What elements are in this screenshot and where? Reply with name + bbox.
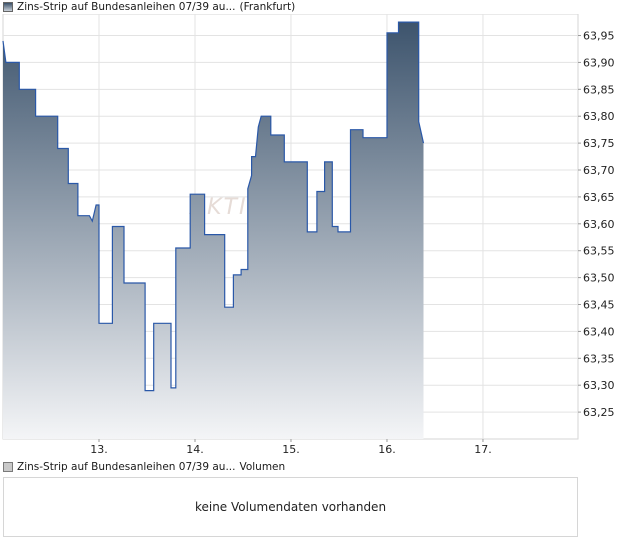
volume-legend-label: Volumen [239,461,286,473]
volume-empty-message: keine Volumendaten vorhanden [194,500,387,514]
y-tick-label: 63,60 [583,218,615,231]
y-tick-label: 63,55 [583,245,615,258]
volume-legend-instrument: Zins-Strip auf Bundesanleihen 07/39 au..… [17,461,236,473]
y-tick-label: 63,65 [583,191,615,204]
price-legend-exchange: (Frankfurt) [239,1,296,13]
y-tick-label: 63,40 [583,325,615,338]
y-tick-label: 63,50 [583,272,615,285]
y-tick-label: 63,45 [583,299,615,312]
y-tick-label: 63,85 [583,83,615,96]
x-tick-label: 17. [474,443,492,456]
x-tick-label: 13. [90,443,108,456]
volume-panel: keine Volumendaten vorhanden [3,477,578,537]
x-tick-label: 14. [186,443,204,456]
y-tick-label: 63,75 [583,137,615,150]
price-chart: 63,95 63,90 63,85 63,80 63,75 63,70 63,65 63,60… [2,14,615,456]
y-tick-label: 63,30 [583,379,615,392]
y-tick-label: 63,35 [583,352,615,365]
price-series-swatch-icon [3,2,13,12]
volume-series-swatch-icon [3,462,13,472]
y-tick-label: 63,70 [583,164,615,177]
price-area [3,22,424,439]
y-tick-label: 63,25 [583,406,615,419]
volume-legend: Zins-Strip auf Bundesanleihen 07/39 au..… [3,460,285,474]
y-tick-label: 63,80 [583,110,615,123]
y-tick-label: 63,90 [583,56,615,69]
y-tick-label: 63,95 [583,30,615,43]
price-legend: Zins-Strip auf Bundesanleihen 07/39 au..… [3,0,295,14]
x-tick-label: 15. [282,443,300,456]
price-line [2,21,425,392]
x-tick-label: 16. [378,443,396,456]
price-legend-instrument: Zins-Strip auf Bundesanleihen 07/39 au..… [17,1,236,13]
